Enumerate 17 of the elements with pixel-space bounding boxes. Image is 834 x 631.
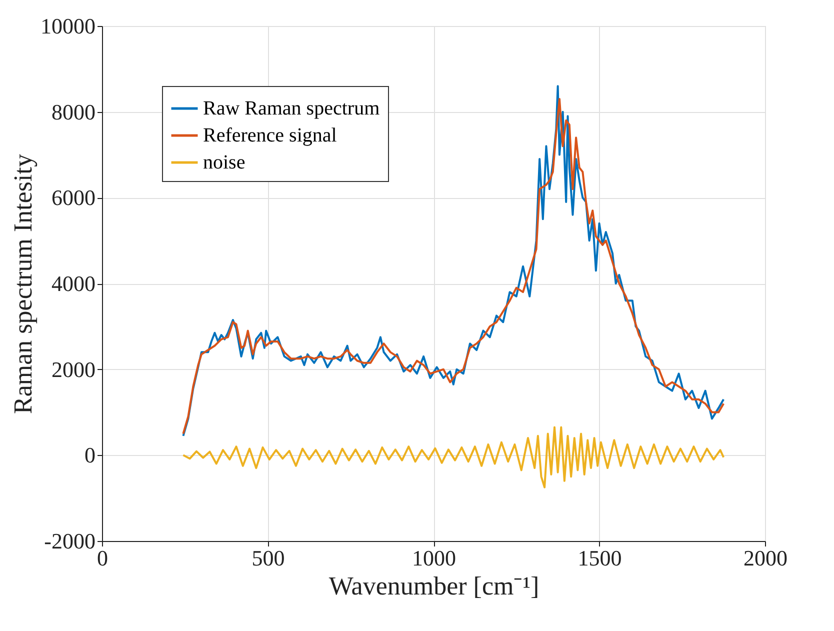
y-tick-label: 10000 [40,14,96,38]
x-tick-label: 500 [252,546,285,570]
y-tick-label: -2000 [44,528,96,554]
y-tick-label: 4000 [52,271,96,296]
legend-label: noise [203,152,246,174]
x-tick-label: 1500 [578,546,622,570]
legend-label: Reference signal [203,124,338,146]
x-axis-title: Wavenumber [cm⁻¹] [328,572,540,600]
y-tick-label: 6000 [52,185,96,210]
line-series [182,426,725,488]
x-tick-label: 2000 [744,546,788,570]
y-tick-label: 0 [84,442,96,468]
y-axis-title: Raman spectrum Intesity [8,154,38,414]
y-tick-label: 2000 [52,356,96,382]
legend-label: Raw Raman spectrum [203,98,380,120]
y-tick-label: 8000 [52,99,96,124]
x-tick-label: 1000 [412,546,456,570]
